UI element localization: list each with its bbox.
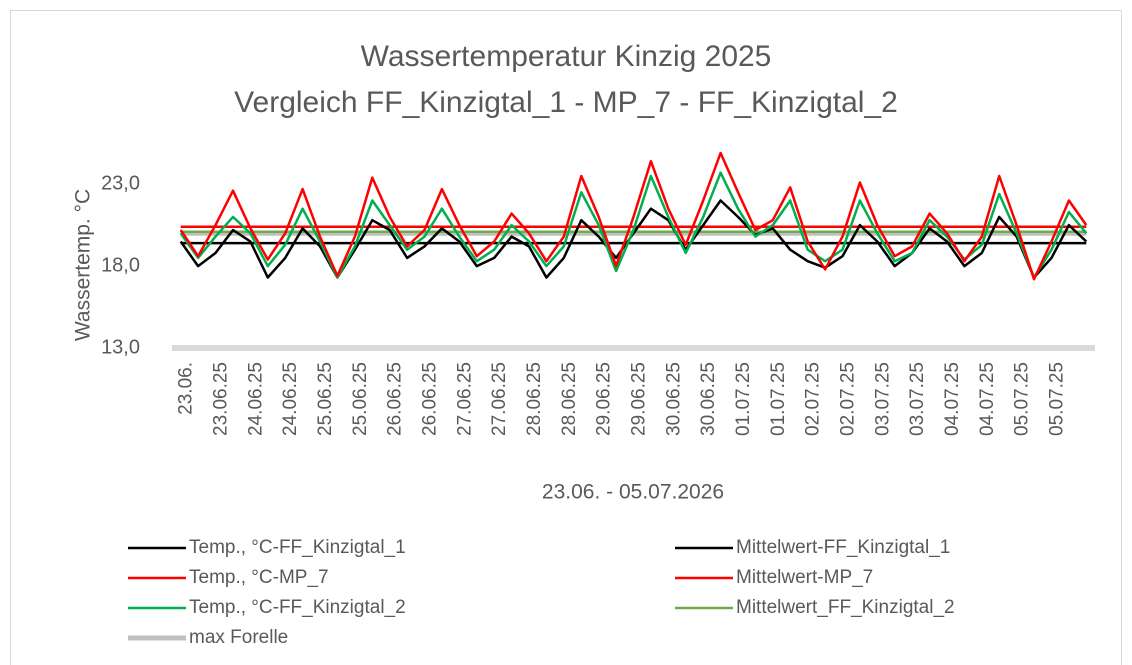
chart-subtitle: Vergleich FF_Kinzigtal_1 - MP_7 - FF_Kin…: [234, 86, 898, 119]
x-tick-label: 04.07.25: [942, 362, 963, 436]
x-tick-label: 30.06.25: [698, 362, 719, 436]
y-tick-label: 23,0: [101, 172, 140, 194]
legend-label: Mittelwert-FF_Kinzigtal_1: [736, 537, 950, 558]
x-axis-title: 23.06. - 05.07.2026: [542, 481, 724, 504]
x-tick-label: 24.06.25: [280, 362, 301, 436]
x-tick-label: 03.07.25: [907, 362, 928, 436]
x-tick-label: 29.06.25: [629, 362, 650, 436]
y-axis-title: Wassertemp. °C: [72, 189, 95, 341]
x-tick-label: 25.06.25: [315, 362, 336, 436]
x-tick-label: 23.06.25: [211, 362, 232, 436]
x-tick-label: 26.06.25: [420, 362, 441, 436]
x-tick-label: 28.06.25: [559, 362, 580, 436]
x-tick-label: 25.06.25: [350, 362, 371, 436]
x-tick-label: 27.06.25: [489, 362, 510, 436]
chart-frame: [10, 10, 1122, 665]
x-tick-label: 02.07.25: [803, 362, 824, 436]
x-tick-label: 05.07.25: [1012, 362, 1033, 436]
y-tick-label: 13,0: [101, 336, 140, 358]
x-tick-label: 29.06.25: [594, 362, 615, 436]
x-tick-label: 03.07.25: [872, 362, 893, 436]
chart-title: Wassertemperatur Kinzig 2025: [361, 40, 772, 73]
series-line: [179, 151, 1088, 281]
x-tick-label: 24.06.25: [245, 362, 266, 436]
x-tick-label: 01.07.25: [733, 362, 754, 436]
legend-label: Mittelwert_FF_Kinzigtal_2: [736, 597, 955, 618]
x-tick-label: 27.06.25: [454, 362, 475, 436]
legend-label: max Forelle: [189, 627, 288, 648]
legend-label: Temp., °C-FF_Kinzigtal_2: [189, 597, 406, 618]
legend-label: Temp., °C-MP_7: [189, 567, 329, 588]
legend-label: Temp., °C-FF_Kinzigtal_1: [189, 537, 406, 558]
x-tick-label: 01.07.25: [768, 362, 789, 436]
x-tick-label: 04.07.25: [977, 362, 998, 436]
x-tick-label: 28.06.25: [524, 362, 545, 436]
x-tick-label: 02.07.25: [837, 362, 858, 436]
x-tick-label: 26.06.25: [385, 362, 406, 436]
x-tick-label: 05.07.25: [1046, 362, 1067, 436]
x-tick-label: 30.06.25: [663, 362, 684, 436]
x-tick-label: 23.06.: [176, 362, 197, 415]
y-tick-label: 18,0: [101, 254, 140, 276]
legend-label: Mittelwert-MP_7: [736, 567, 873, 588]
